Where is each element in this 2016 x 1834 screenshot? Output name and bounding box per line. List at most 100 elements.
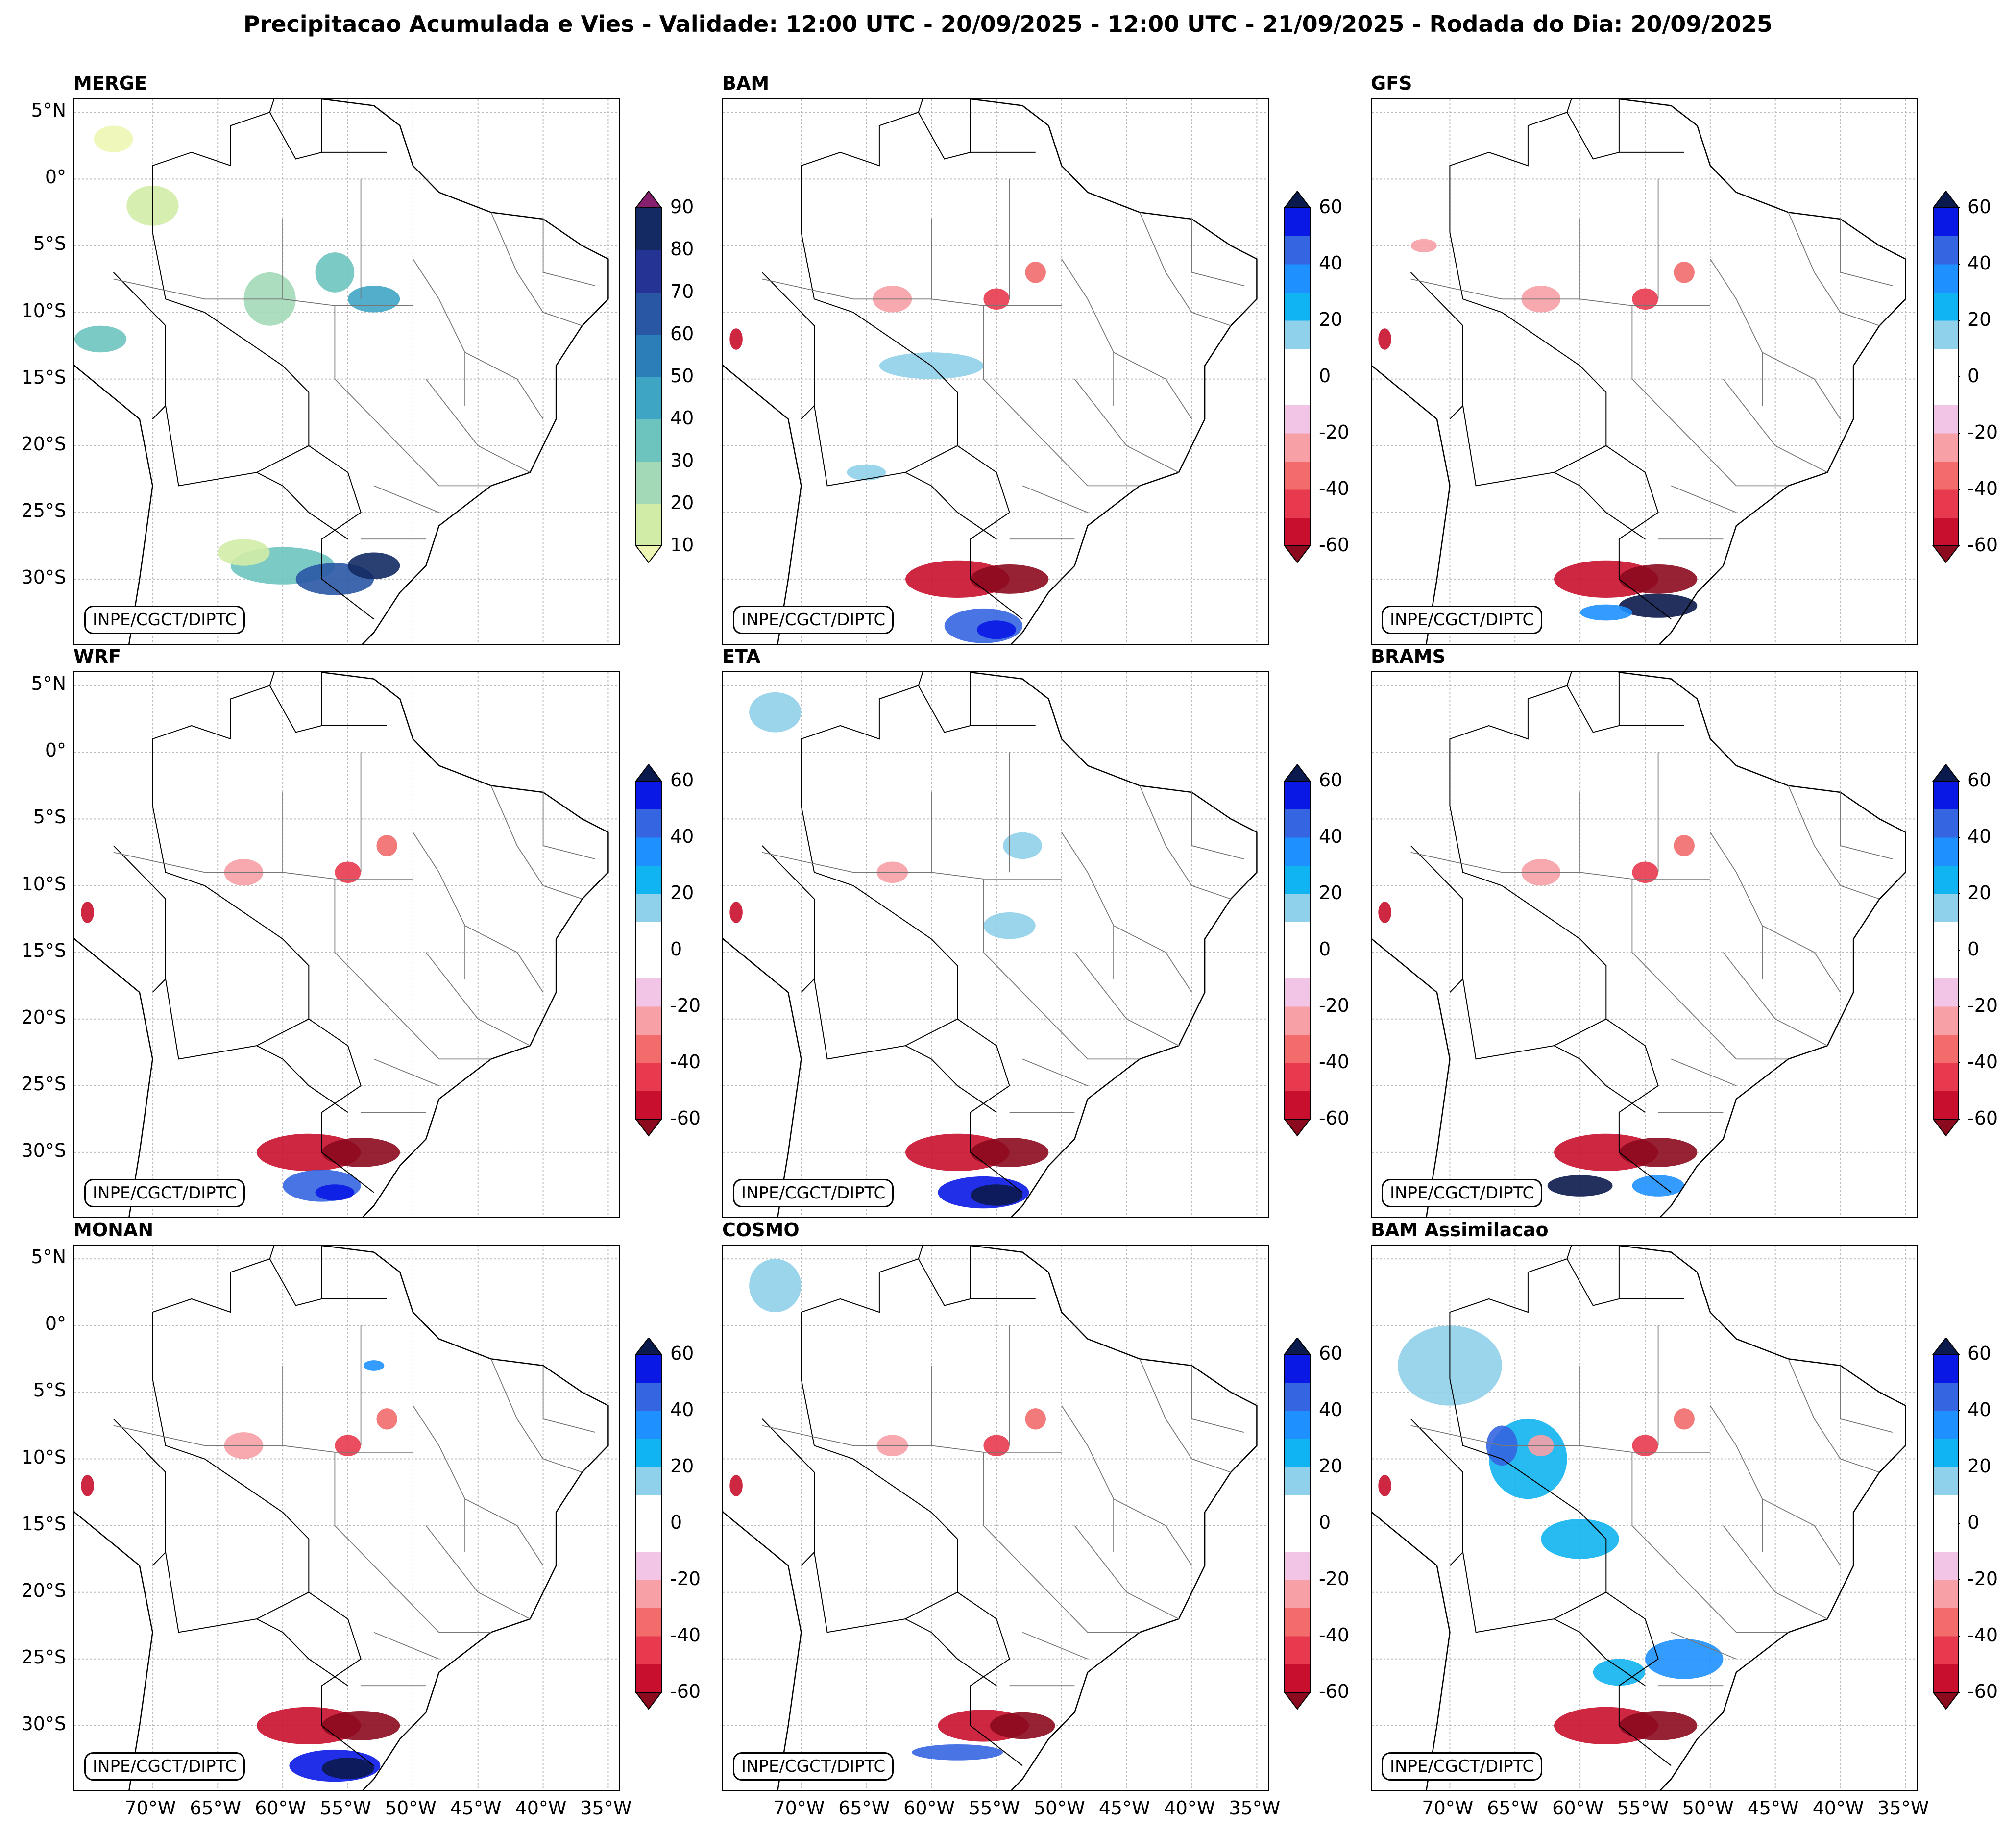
country-border bbox=[905, 1045, 997, 1113]
country-border bbox=[1618, 99, 1684, 153]
country-border bbox=[152, 978, 166, 993]
bias-area bbox=[1632, 288, 1658, 310]
bias-area bbox=[1619, 1137, 1698, 1167]
state-border bbox=[983, 1452, 1049, 1593]
colorbar-extend-top bbox=[1932, 764, 1960, 782]
colorbar-segment bbox=[636, 837, 661, 866]
country-border bbox=[152, 672, 275, 806]
state-border bbox=[113, 1425, 413, 1453]
credit-label: INPE/CGCT/DIPTC bbox=[1382, 1179, 1543, 1207]
country-border bbox=[256, 1618, 348, 1687]
state-border bbox=[464, 352, 544, 419]
colorbar-segment bbox=[636, 894, 661, 922]
colorbar-segment bbox=[636, 461, 661, 504]
colorbar-segment bbox=[1933, 809, 1959, 838]
colorbar-tick-label: -60 bbox=[1967, 1681, 1998, 1702]
colorbar-tick-label: -20 bbox=[1967, 1568, 1998, 1589]
colorbar-segment bbox=[636, 1551, 661, 1580]
country-border bbox=[801, 405, 815, 419]
colorbar-segment bbox=[1285, 1636, 1310, 1664]
state-border bbox=[1022, 1058, 1088, 1086]
country-border bbox=[152, 1552, 166, 1566]
country-border bbox=[269, 112, 322, 160]
bias-area bbox=[1003, 832, 1042, 859]
country-border bbox=[321, 1246, 387, 1299]
colorbar-tick-label: 30 bbox=[670, 449, 694, 471]
coastline bbox=[1618, 1246, 1906, 1790]
colorbar-tick-label: -20 bbox=[1319, 995, 1350, 1016]
colorbar-tick-label: 0 bbox=[1967, 938, 1980, 960]
colorbar-segment bbox=[636, 208, 661, 250]
lat-label: 25°S bbox=[21, 1073, 66, 1095]
state-border bbox=[1022, 1632, 1088, 1660]
colorbar-segment bbox=[1933, 1636, 1959, 1664]
colorbar-segment bbox=[1933, 1006, 1959, 1035]
bias-area bbox=[321, 1711, 400, 1740]
state-border bbox=[113, 852, 413, 880]
colorbar-segment bbox=[1933, 922, 1959, 951]
colorbar-tick-label: -40 bbox=[1967, 478, 1998, 499]
country-border bbox=[152, 99, 275, 233]
bias-area bbox=[376, 835, 397, 856]
colorbar-tick-label: 60 bbox=[670, 322, 694, 344]
bias-area bbox=[970, 564, 1049, 594]
bias-area bbox=[983, 288, 1010, 310]
colorbar-segment bbox=[1285, 1354, 1310, 1383]
colorbar-segment bbox=[1285, 405, 1310, 434]
colorbar-tick-label: 20 bbox=[1967, 309, 1992, 330]
state-border bbox=[1671, 485, 1737, 513]
colorbar-segment bbox=[636, 377, 661, 419]
precip-area bbox=[218, 539, 270, 566]
lon-label: 55°W bbox=[1617, 1797, 1669, 1819]
bias-area bbox=[1593, 1659, 1646, 1686]
colorbar-segment bbox=[1285, 1664, 1310, 1693]
state-border bbox=[542, 219, 596, 286]
colorbar-segment bbox=[636, 1439, 661, 1467]
bias-colorbar: 60 40 20 0 -20 -40 -60 bbox=[1284, 764, 1397, 1161]
state-border bbox=[1410, 1425, 1710, 1453]
bias-area bbox=[990, 1712, 1055, 1739]
colorbar-tick-label: 60 bbox=[670, 1343, 694, 1364]
bias-colorbar: 60 40 20 0 -20 -40 -60 bbox=[1284, 1338, 1397, 1735]
colorbar-tick-label: 10 bbox=[670, 534, 694, 556]
colorbar-segment bbox=[1933, 1411, 1959, 1439]
lat-label: 10°S bbox=[21, 1446, 66, 1468]
lon-label: 40°W bbox=[515, 1797, 567, 1819]
lat-label: 10°S bbox=[21, 299, 66, 321]
lat-label: 30°S bbox=[21, 566, 66, 588]
state-border bbox=[1631, 879, 1698, 1020]
lon-label: 50°W bbox=[1682, 1797, 1734, 1819]
colorbar-segment bbox=[1933, 433, 1959, 462]
state-border bbox=[1191, 1366, 1244, 1433]
colorbar-tick-label: 20 bbox=[1967, 882, 1992, 904]
lat-label: 0° bbox=[45, 166, 66, 188]
bias-area bbox=[729, 902, 743, 923]
state-border bbox=[1048, 445, 1140, 487]
colorbar-segment bbox=[1933, 1467, 1959, 1495]
bias-area bbox=[983, 1435, 1010, 1457]
lon-label: 35°W bbox=[580, 1797, 632, 1819]
colorbar-segment bbox=[1285, 517, 1310, 546]
country-border bbox=[801, 232, 1023, 620]
state-border bbox=[1723, 379, 1828, 473]
colorbar-extend-top bbox=[1932, 191, 1960, 208]
country-border bbox=[269, 1258, 322, 1306]
colorbar-extend-top bbox=[1284, 1338, 1311, 1355]
colorbar-segment bbox=[1933, 1551, 1959, 1580]
colorbar-segment bbox=[1285, 208, 1310, 236]
lat-label: 5°S bbox=[33, 1379, 66, 1401]
state-border bbox=[1710, 832, 1763, 979]
state-border bbox=[1061, 1405, 1114, 1552]
coastline bbox=[1372, 937, 1451, 1217]
state-border bbox=[373, 1632, 439, 1660]
country-border bbox=[905, 472, 997, 540]
country-border bbox=[918, 685, 971, 733]
colorbar-segment bbox=[1933, 1523, 1959, 1552]
lon-label: 55°W bbox=[320, 1797, 371, 1819]
bias-area bbox=[729, 1475, 743, 1496]
colorbar-segment bbox=[1933, 348, 1959, 377]
colorbar-tick-label: 20 bbox=[1967, 1455, 1992, 1477]
colorbar-segment bbox=[1285, 489, 1310, 518]
country-border bbox=[1566, 1258, 1620, 1306]
country-border bbox=[269, 685, 322, 733]
